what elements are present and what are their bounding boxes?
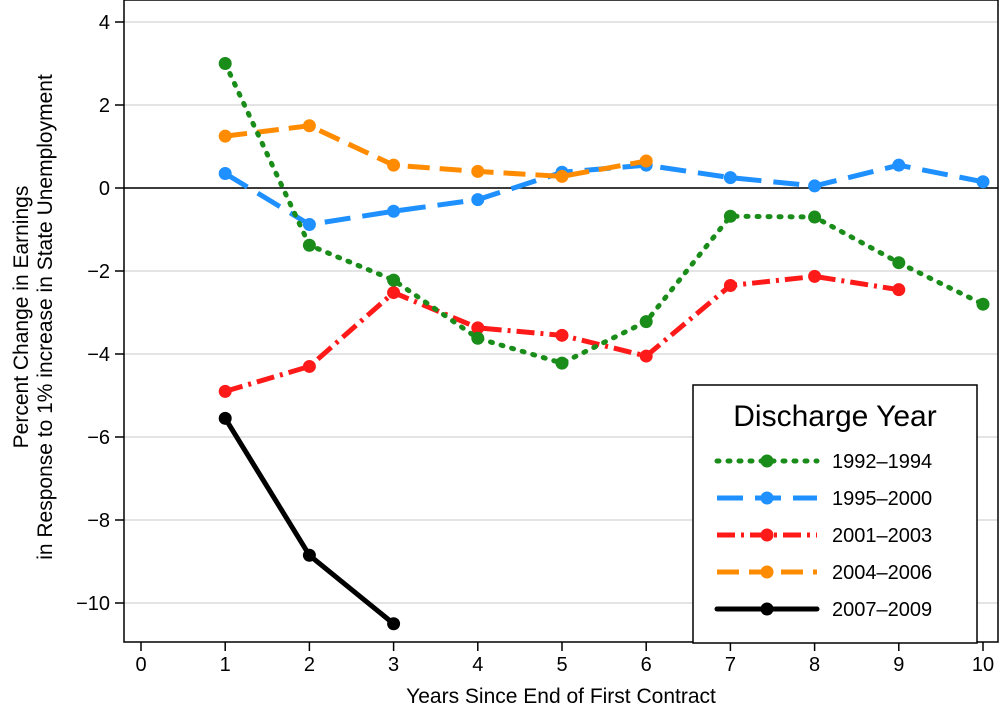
data-point bbox=[639, 154, 653, 168]
x-tick-label: 0 bbox=[135, 654, 146, 676]
legend-entry: 2001–2003 bbox=[717, 525, 932, 547]
data-point bbox=[723, 209, 737, 223]
legend-entry: 1995–2000 bbox=[717, 488, 932, 510]
data-point bbox=[555, 169, 569, 183]
data-point bbox=[218, 384, 232, 398]
data-point bbox=[808, 179, 822, 193]
series-line bbox=[222, 415, 397, 627]
y-tick-label: −6 bbox=[87, 427, 110, 449]
y-tick-label: −4 bbox=[87, 344, 110, 366]
data-point bbox=[471, 321, 485, 335]
x-tick-label: 7 bbox=[725, 654, 736, 676]
data-point bbox=[892, 283, 906, 297]
series-line bbox=[223, 162, 984, 228]
data-point bbox=[471, 164, 485, 178]
x-tick-label: 8 bbox=[809, 654, 820, 676]
data-point bbox=[639, 315, 653, 329]
legend-label: 2001–2003 bbox=[832, 525, 932, 547]
data-point bbox=[976, 175, 990, 189]
x-tick-label: 5 bbox=[556, 654, 567, 676]
data-point bbox=[976, 297, 990, 311]
data-point bbox=[387, 617, 401, 631]
y-tick-label: −8 bbox=[87, 510, 110, 532]
legend-label: 1992–1994 bbox=[832, 451, 932, 473]
data-point bbox=[218, 411, 232, 425]
legend-entry: 2004–2006 bbox=[717, 562, 932, 584]
data-point bbox=[302, 119, 316, 133]
x-tick-label: 6 bbox=[641, 654, 652, 676]
x-axis-ticks: 0 1 2 3 4 5 6 7 8 9 10 bbox=[135, 642, 994, 676]
x-tick-label: 9 bbox=[893, 654, 904, 676]
legend-entry: 1992–1994 bbox=[714, 451, 932, 473]
data-point bbox=[302, 359, 316, 373]
y-axis-ticks: 4 2 0 −2 −4 −6 −8 −10 bbox=[76, 12, 124, 615]
x-tick-label: 2 bbox=[304, 654, 315, 676]
legend-marker bbox=[760, 528, 774, 542]
data-point bbox=[892, 158, 906, 172]
series-2007–2009 bbox=[218, 411, 401, 631]
y-tick-label: 0 bbox=[99, 178, 110, 200]
legend-label: 1995–2000 bbox=[832, 488, 932, 510]
data-point bbox=[808, 210, 822, 224]
data-point bbox=[387, 158, 401, 172]
y-tick-label: 4 bbox=[99, 12, 110, 34]
legend-marker bbox=[760, 565, 774, 579]
data-point bbox=[723, 171, 737, 185]
legend-items: 1992–1994 1995–2000 2001–2003 2004–2006 2007… bbox=[714, 451, 932, 621]
legend-marker bbox=[760, 491, 774, 505]
x-tick-label: 4 bbox=[472, 654, 483, 676]
plot-area-border bbox=[123, 0, 999, 643]
x-axis-title: Years Since End of First Contract bbox=[406, 685, 716, 708]
data-point bbox=[302, 548, 316, 562]
x-tick-label: 10 bbox=[972, 654, 994, 676]
data-point bbox=[808, 269, 822, 283]
data-point bbox=[555, 328, 569, 342]
data-point bbox=[387, 286, 401, 300]
data-point bbox=[471, 193, 485, 207]
legend: Discharge Year 1992–1994 1995–2000 2001–20… bbox=[692, 384, 978, 644]
data-series bbox=[218, 57, 990, 631]
legend-box bbox=[692, 384, 978, 644]
legend-title: Discharge Year bbox=[733, 400, 936, 433]
y-tick-label: −10 bbox=[76, 593, 110, 615]
y-axis-title-line1: Percent Change in Earnings bbox=[10, 186, 33, 449]
data-point bbox=[218, 57, 232, 70]
legend-entry: 2007–2009 bbox=[714, 599, 932, 621]
data-point bbox=[387, 273, 401, 287]
data-point bbox=[639, 349, 653, 363]
data-point bbox=[387, 204, 401, 218]
data-point bbox=[723, 279, 737, 293]
series-1992–1994 bbox=[218, 57, 990, 370]
legend-label: 2007–2009 bbox=[832, 599, 932, 621]
y-tick-label: 2 bbox=[99, 95, 110, 117]
data-point bbox=[892, 256, 906, 270]
y-axis-title-line2: in Response to 1% increase in State Unem… bbox=[34, 74, 57, 560]
data-point bbox=[218, 129, 232, 143]
y-tick-label: −2 bbox=[87, 261, 110, 283]
x-tick-label: 1 bbox=[220, 654, 231, 676]
x-tick-label: 3 bbox=[388, 654, 399, 676]
legend-label: 2004–2006 bbox=[832, 562, 932, 584]
legend-marker bbox=[760, 454, 774, 468]
series-line bbox=[224, 123, 647, 179]
series-line bbox=[222, 61, 986, 366]
series-2004–2006 bbox=[218, 119, 653, 183]
series-2001–2003 bbox=[218, 269, 906, 398]
data-point bbox=[471, 331, 485, 345]
data-point bbox=[218, 166, 232, 180]
data-point bbox=[302, 218, 316, 232]
data-point bbox=[555, 356, 569, 370]
legend-marker bbox=[760, 602, 774, 616]
data-point bbox=[302, 238, 316, 252]
